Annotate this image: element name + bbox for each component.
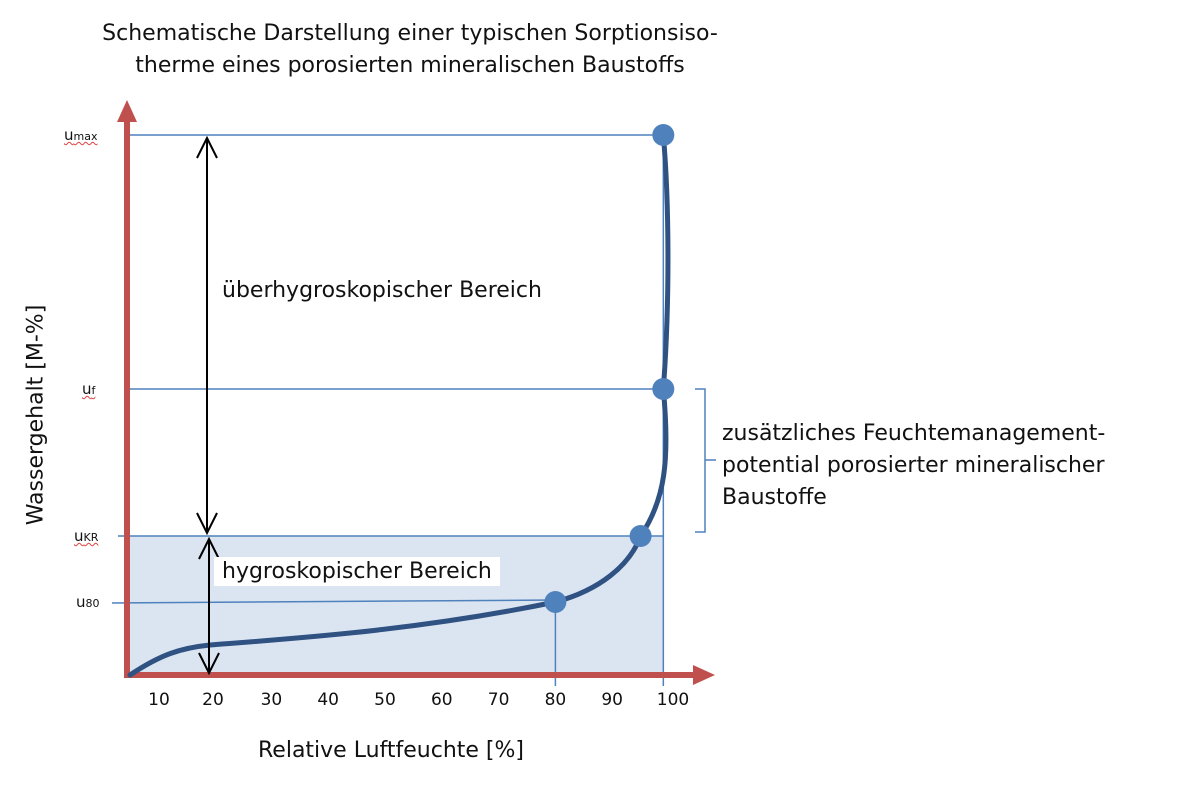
y-level-ukr: uKR bbox=[74, 527, 99, 545]
x-tick-80: 80 bbox=[544, 690, 567, 710]
bracket-line-2: potential porosierter mineralischer bbox=[722, 453, 1105, 478]
guide-u80 bbox=[111, 599, 556, 604]
chart-title: Schematische Darstellung einer typischen… bbox=[60, 18, 760, 82]
bracket bbox=[695, 388, 706, 533]
point-u80 bbox=[544, 591, 567, 613]
x-tick-10: 10 bbox=[148, 690, 170, 710]
point-uf bbox=[652, 378, 675, 400]
x-tick-50: 50 bbox=[374, 690, 396, 710]
bracket-line-3: Baustoffe bbox=[722, 485, 827, 510]
y-axis-arrow bbox=[117, 100, 137, 122]
y-axis-title: Wassergehalt [M-%] bbox=[23, 304, 49, 526]
x-tick-30: 30 bbox=[260, 690, 283, 710]
x-tick-60: 60 bbox=[430, 690, 453, 710]
y-level-u80: u80 bbox=[76, 593, 100, 611]
lower-region-arrow-head-bottom bbox=[198, 652, 220, 676]
lower-region-arrow-head-top bbox=[198, 536, 220, 560]
bracket-line-1: zusätzliches Feuchtemanagement- bbox=[722, 421, 1106, 446]
x-tick-100: 100 bbox=[656, 690, 690, 710]
x-axis-title: Relative Luftfeuchte [%] bbox=[258, 738, 524, 763]
x-tick-40: 40 bbox=[317, 690, 340, 710]
title-line-1: Schematische Darstellung einer typischen… bbox=[102, 21, 718, 46]
x-axis-arrow bbox=[693, 665, 715, 685]
point-umax bbox=[652, 124, 675, 146]
x-tick-70: 70 bbox=[487, 690, 510, 710]
upper-region-label: überhygroskopischer Bereich bbox=[222, 278, 542, 303]
y-level-uf: uf bbox=[82, 380, 96, 398]
bracket-annotation: zusätzliches Feuchtemanagement- potentia… bbox=[722, 418, 1105, 514]
point-uKR bbox=[629, 525, 652, 547]
x-tick-20: 20 bbox=[202, 690, 224, 710]
upper-region-arrow-head-bottom bbox=[196, 512, 218, 536]
y-level-umax: umax bbox=[64, 126, 98, 144]
upper-region-arrow-head-top bbox=[196, 135, 218, 159]
lower-region-label: hygroskopischer Bereich bbox=[214, 557, 500, 586]
title-line-2: therme eines porosierten mineralischen B… bbox=[135, 53, 685, 78]
x-tick-90: 90 bbox=[601, 690, 624, 710]
sorption-curve bbox=[127, 132, 671, 678]
